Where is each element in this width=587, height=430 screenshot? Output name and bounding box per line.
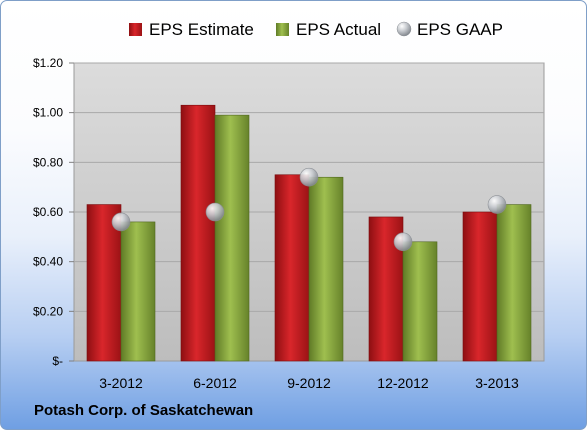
x-tick-label: 9-2012	[287, 375, 331, 391]
x-tick-label: 3-2013	[475, 375, 519, 391]
company-caption: Potash Corp. of Saskatchewan	[34, 402, 254, 419]
x-axis-ticks: 3-2012 6-2012 9-2012 12-2012 3-2013	[99, 375, 519, 391]
bar-eps-actual	[308, 176, 344, 362]
y-tick-label: $1.00	[33, 106, 63, 120]
bar-eps-actual	[120, 221, 156, 362]
y-tick-label: $1.20	[33, 56, 63, 70]
legend-swatch-actual	[276, 23, 289, 36]
x-tick-label: 12-2012	[377, 375, 429, 391]
bar-eps-actual	[402, 241, 438, 362]
legend-swatch-estimate	[129, 23, 142, 36]
bar-eps-actual	[496, 204, 532, 362]
legend: EPS Estimate EPS Actual EPS GAAP	[129, 20, 503, 39]
legend-marker-gaap	[396, 21, 412, 37]
bar-eps-estimate	[86, 204, 122, 362]
marker-eps-gaap	[299, 167, 319, 187]
y-axis-ticks: $- $0.20 $0.40 $0.60 $0.80 $1.00 $1.20	[33, 56, 74, 368]
bar-eps-actual	[214, 114, 250, 362]
bar-eps-estimate	[180, 104, 216, 362]
bar-eps-estimate	[462, 211, 498, 362]
y-tick-label: $0.80	[33, 155, 63, 169]
y-tick-label: $0.40	[33, 255, 63, 269]
y-tick-label: $0.60	[33, 205, 63, 219]
legend-label: EPS Actual	[296, 20, 381, 39]
x-tick-label: 3-2012	[99, 375, 143, 391]
marker-eps-gaap	[393, 232, 413, 252]
legend-label: EPS Estimate	[149, 20, 254, 39]
bar-eps-estimate	[274, 174, 310, 362]
bars	[86, 104, 532, 362]
marker-eps-gaap	[205, 202, 225, 222]
x-tick-label: 6-2012	[193, 375, 237, 391]
legend-label: EPS GAAP	[417, 20, 503, 39]
y-tick-label: $0.20	[33, 304, 63, 318]
marker-eps-gaap	[487, 195, 507, 214]
gaap-markers	[111, 167, 507, 252]
y-tick-label: $-	[52, 354, 63, 368]
marker-eps-gaap	[111, 212, 131, 232]
